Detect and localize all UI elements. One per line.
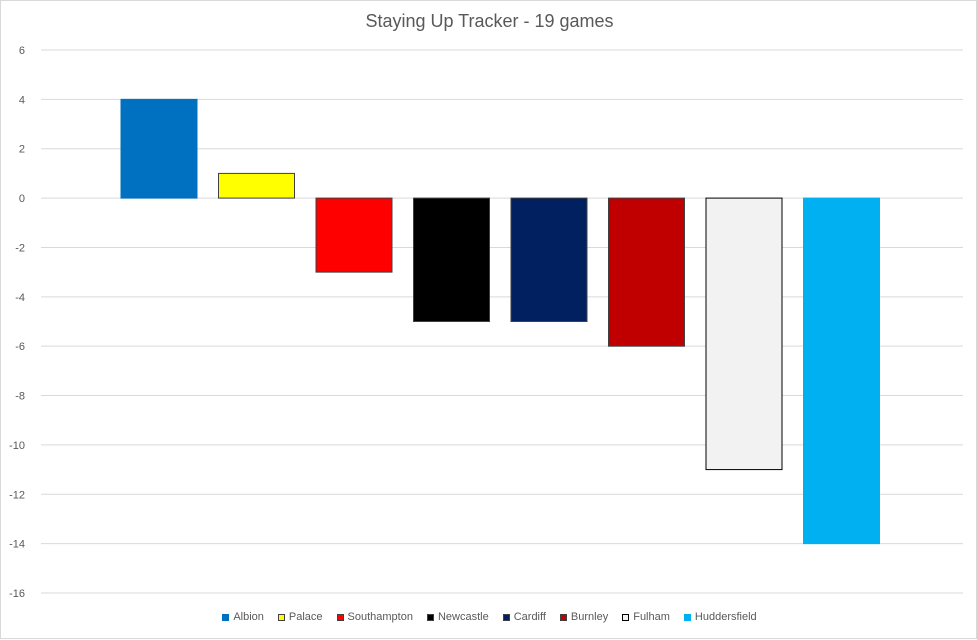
bar-albion (120, 98, 198, 199)
y-tick-label: 6 (19, 45, 25, 57)
legend-item-cardiff: Cardiff (502, 611, 546, 623)
bar-newcastle (413, 197, 490, 322)
bar-cardiff (510, 197, 588, 322)
legend-item-newcastle: Newcastle (426, 611, 489, 623)
legend-swatch (502, 613, 510, 621)
legend-item-palace: Palace (277, 611, 323, 623)
y-tick-label: 0 (19, 193, 25, 205)
y-tick-label: -4 (15, 292, 25, 304)
legend-swatch (277, 613, 285, 621)
chart-legend: Albion Palace Southampton Newcastle Cardiff B… (1, 611, 977, 623)
legend-label: Cardiff (513, 611, 546, 623)
legend-label: Burnley (570, 611, 609, 623)
legend-swatch (683, 613, 691, 621)
legend-item-huddersfield: Huddersfield (683, 611, 757, 623)
legend-swatch (222, 613, 230, 621)
bar-huddersfield (803, 197, 880, 545)
legend-swatch (426, 613, 434, 621)
legend-label: Southampton (347, 611, 413, 623)
y-tick-label: -12 (9, 489, 25, 501)
y-tick-label: -2 (15, 242, 25, 254)
legend-item-albion: Albion (222, 611, 264, 623)
y-tick-label: -10 (9, 440, 25, 452)
y-tick-label: -8 (15, 391, 25, 403)
legend-swatch (336, 613, 344, 621)
legend-swatch (622, 613, 630, 621)
legend-label: Newcastle (437, 611, 489, 623)
bar-palace (218, 172, 295, 199)
chart-title: Staying Up Tracker - 19 games (365, 11, 614, 31)
bar-fulham (705, 197, 783, 471)
legend-label: Albion (233, 611, 264, 623)
legend-item-fulham: Fulham (622, 611, 670, 623)
y-tick-label: 2 (19, 144, 25, 156)
y-tick-label: -16 (9, 588, 25, 600)
y-tick-label: -14 (9, 539, 25, 551)
legend-item-burnley: Burnley (559, 611, 609, 623)
legend-label: Huddersfield (694, 611, 757, 623)
legend-label: Palace (288, 611, 323, 623)
legend-item-southampton: Southampton (336, 611, 413, 623)
bar-burnley (608, 197, 685, 347)
bar-southampton (315, 197, 393, 273)
y-tick-label: 4 (19, 94, 25, 106)
legend-label: Fulham (633, 611, 670, 623)
y-tick-label: -6 (15, 341, 25, 353)
legend-swatch (559, 613, 567, 621)
